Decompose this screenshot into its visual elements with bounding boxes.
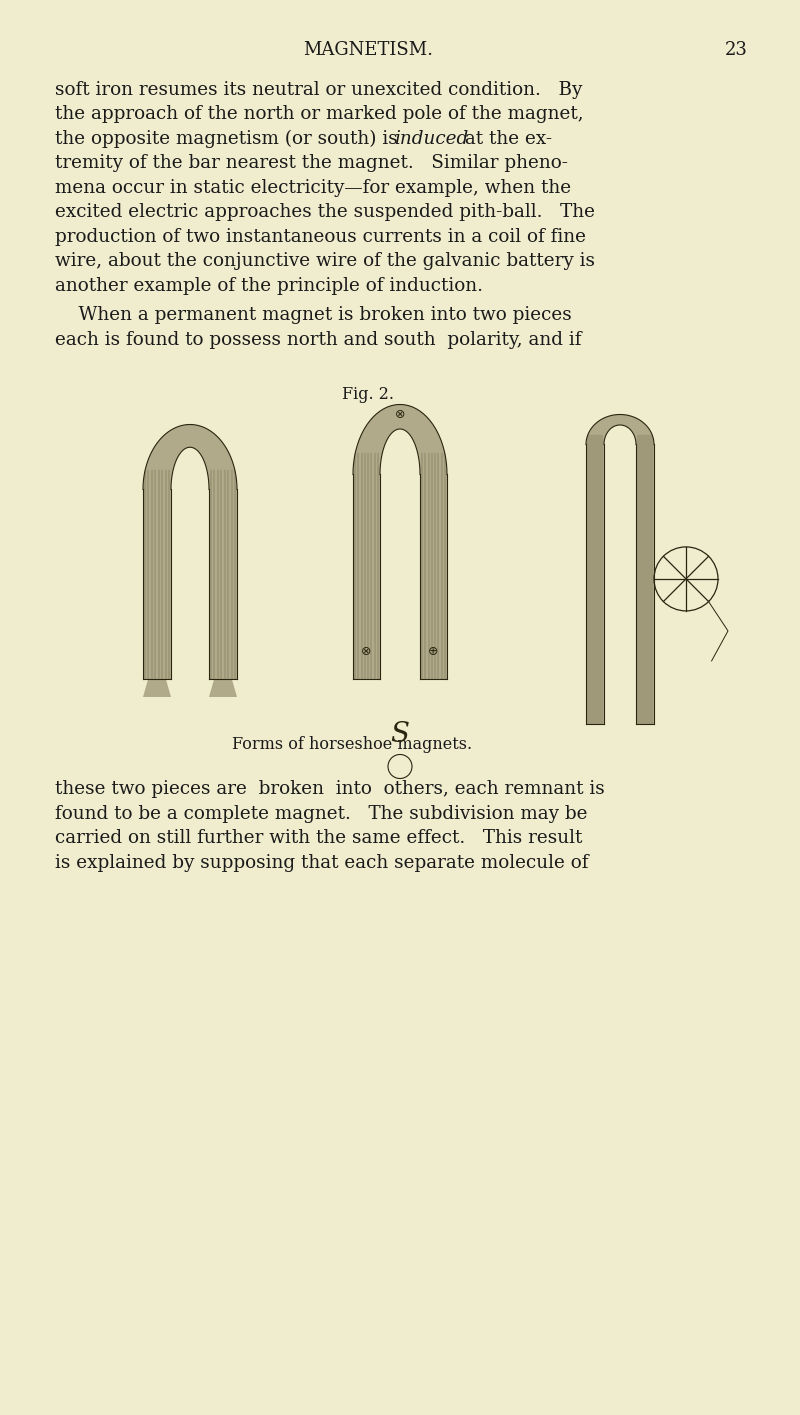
Polygon shape	[604, 424, 636, 444]
Text: When a permanent magnet is broken into two pieces: When a permanent magnet is broken into t…	[55, 307, 572, 324]
Polygon shape	[143, 424, 237, 490]
Text: found to be a complete magnet.   The subdivision may be: found to be a complete magnet. The subdi…	[55, 805, 587, 824]
Text: MAGNETISM.: MAGNETISM.	[303, 41, 433, 59]
Text: soft iron resumes its neutral or unexcited condition.   By: soft iron resumes its neutral or unexcit…	[55, 81, 582, 99]
Text: production of two instantaneous currents in a coil of fine: production of two instantaneous currents…	[55, 228, 586, 246]
Text: the opposite magnetism (or south) is: the opposite magnetism (or south) is	[55, 130, 404, 149]
Polygon shape	[586, 415, 654, 444]
Polygon shape	[380, 429, 420, 474]
Polygon shape	[143, 679, 171, 698]
Text: at the ex-: at the ex-	[458, 130, 552, 149]
Text: another example of the principle of induction.: another example of the principle of indu…	[55, 277, 483, 294]
Bar	[209, 490, 237, 679]
Text: is explained by supposing that each separate molecule of: is explained by supposing that each sepa…	[55, 855, 589, 872]
Text: ⊗: ⊗	[362, 645, 372, 658]
Text: Forms of horseshoe magnets.: Forms of horseshoe magnets.	[232, 736, 472, 754]
Text: each is found to possess north and south  polarity, and if: each is found to possess north and south…	[55, 331, 582, 350]
Text: Fig. 2.: Fig. 2.	[342, 386, 394, 403]
Text: wire, about the conjunctive wire of the galvanic battery is: wire, about the conjunctive wire of the …	[55, 252, 595, 270]
Bar	[171, 490, 209, 679]
Text: ⊗: ⊗	[394, 409, 406, 422]
Text: these two pieces are  broken  into  others, each remnant is: these two pieces are broken into others,…	[55, 781, 605, 798]
Text: carried on still further with the same effect.   This result: carried on still further with the same e…	[55, 829, 582, 848]
Bar	[420, 474, 447, 679]
Text: S: S	[390, 722, 410, 749]
Text: mena occur in static electricity—for example, when the: mena occur in static electricity—for exa…	[55, 180, 571, 197]
Bar	[604, 444, 636, 724]
Polygon shape	[171, 447, 209, 490]
Text: ⊕: ⊕	[428, 645, 438, 658]
Polygon shape	[209, 679, 237, 698]
Bar	[636, 444, 654, 724]
Text: 23: 23	[725, 41, 747, 59]
Text: excited electric approaches the suspended pith-ball.   The: excited electric approaches the suspende…	[55, 204, 595, 222]
Bar	[586, 444, 604, 724]
Text: tremity of the bar nearest the magnet.   Similar pheno-: tremity of the bar nearest the magnet. S…	[55, 154, 568, 173]
Bar	[353, 474, 380, 679]
Bar	[143, 490, 171, 679]
Polygon shape	[353, 405, 447, 474]
Bar	[380, 474, 420, 679]
Text: induced: induced	[394, 130, 469, 149]
Text: the approach of the north or marked pole of the magnet,: the approach of the north or marked pole…	[55, 106, 584, 123]
